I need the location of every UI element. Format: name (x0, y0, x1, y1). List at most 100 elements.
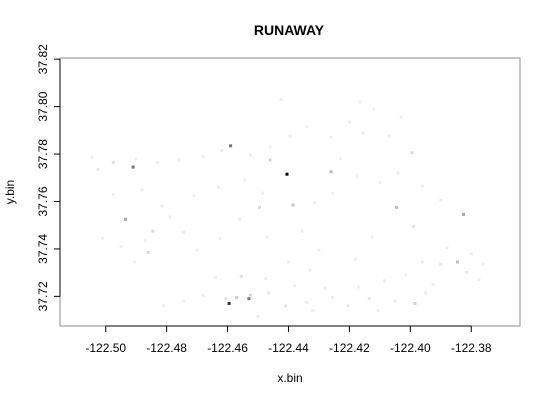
heatmap-cell (469, 252, 473, 256)
heatmap-cell (143, 239, 147, 243)
heatmap-cell (258, 205, 261, 209)
heatmap-cell (287, 260, 290, 264)
heatmap-cell (329, 170, 333, 174)
heatmap-cell (357, 285, 360, 289)
heatmap-cell (293, 284, 297, 288)
heatmap-cell (462, 213, 466, 216)
x-tick-label: -122.44 (268, 341, 309, 355)
heatmap-cell (410, 151, 414, 155)
x-tick-label: -122.46 (207, 341, 248, 355)
heatmap-cell (227, 302, 231, 305)
heatmap-cell (421, 260, 424, 264)
y-tick-label: 37.80 (36, 91, 50, 121)
y-tick-label: 37.74 (36, 234, 50, 264)
heatmap-cell (264, 277, 268, 281)
heatmap-cell (181, 230, 185, 234)
heatmap-cell (439, 262, 443, 266)
heatmap-cell (477, 278, 481, 282)
x-tick-label: -122.40 (390, 341, 431, 355)
heatmap-cell (124, 217, 127, 221)
heatmap-cell (218, 236, 222, 240)
heatmap-cell (354, 258, 357, 262)
heatmap-cell (404, 273, 408, 277)
plot-frame (59, 57, 521, 327)
heatmap-cell (331, 296, 335, 299)
heatmap-cell (235, 296, 239, 299)
heatmap-cell (168, 215, 172, 219)
x-tick-label: -122.42 (329, 341, 370, 355)
heatmap-cell (213, 275, 217, 279)
heatmap-cell (393, 299, 397, 303)
heatmap-cell (261, 191, 265, 195)
heatmap-cell (358, 100, 362, 104)
heatmap-cell (424, 291, 428, 295)
y-tick-label: 37.78 (36, 139, 50, 169)
y-axis: 37.72 37.74 37.76 37.78 37.80 37.82 (36, 44, 61, 311)
heatmap-cell (248, 153, 252, 157)
heatmap-cell (134, 157, 138, 161)
heatmap-cell (399, 115, 403, 119)
heatmap-cell (413, 302, 417, 305)
heatmap-cell (346, 304, 350, 308)
heatmap-cell (355, 175, 359, 179)
heatmap-cell (268, 158, 272, 162)
y-axis-label: y.bin (3, 180, 17, 204)
heatmap-cell (291, 203, 295, 207)
heatmap-cell (216, 185, 220, 189)
heatmap-cell (160, 204, 164, 208)
heatmap-cell (395, 205, 399, 209)
heatmap-cell (192, 194, 196, 198)
heatmap-cell (361, 131, 365, 135)
heatmap-cell (347, 120, 351, 124)
heatmap-cell (465, 271, 469, 275)
heatmap-cell (283, 304, 287, 308)
heatmap-cell (229, 144, 233, 148)
heatmap-cell (247, 297, 251, 301)
heatmap-cell (181, 299, 185, 303)
heatmap-cell (456, 260, 459, 264)
heatmap-cell (445, 246, 449, 250)
heatmap-cell (421, 184, 424, 188)
heatmap-cell (256, 315, 260, 318)
heatmap-cell (195, 248, 199, 252)
heatmap-cell (285, 172, 289, 176)
heatmap-cell (305, 300, 309, 304)
heatmap-cell (481, 262, 485, 266)
heatmap-cell (338, 157, 342, 161)
heatmap-cell (201, 293, 205, 297)
heatmap-cell (372, 107, 376, 111)
heatmap-cell (411, 224, 415, 228)
heatmap-cell (279, 98, 283, 101)
heatmap-cell (101, 236, 105, 240)
heatmap-cell (268, 145, 272, 149)
heatmap-cell (370, 235, 374, 239)
heatmap-cell (396, 171, 400, 175)
heatmap-cell (248, 293, 252, 297)
heatmap-cell (317, 248, 321, 252)
chart-title: RUNAWAY (254, 22, 325, 38)
heatmap-cell (162, 304, 166, 308)
x-tick-label: -122.38 (451, 341, 492, 355)
heatmap-cell (331, 191, 335, 195)
heatmap-cells (90, 98, 485, 318)
heatmap-cell (329, 136, 333, 139)
heatmap-cell (111, 160, 115, 164)
heatmap-cell (140, 188, 144, 192)
heatmap-cell (305, 125, 309, 129)
heatmap-cell (201, 154, 205, 158)
heatmap-cell (156, 160, 159, 164)
heatmap-cell (239, 274, 243, 278)
heatmap-cell (96, 168, 100, 171)
heatmap-cell (376, 309, 380, 313)
y-tick-label: 37.82 (36, 44, 50, 74)
heatmap-cell (367, 297, 371, 301)
heatmap-cell (131, 165, 135, 169)
x-axis-label: x.bin (277, 371, 302, 385)
x-axis: -122.50 -122.48 -122.46 -122.44 -122.42 -122.… (85, 325, 492, 355)
heatmap-cell (382, 279, 386, 283)
heatmap-cell (267, 291, 271, 295)
heatmap-cell (288, 134, 292, 138)
heatmap-cell (378, 181, 382, 184)
y-tick-label: 37.76 (36, 186, 50, 216)
